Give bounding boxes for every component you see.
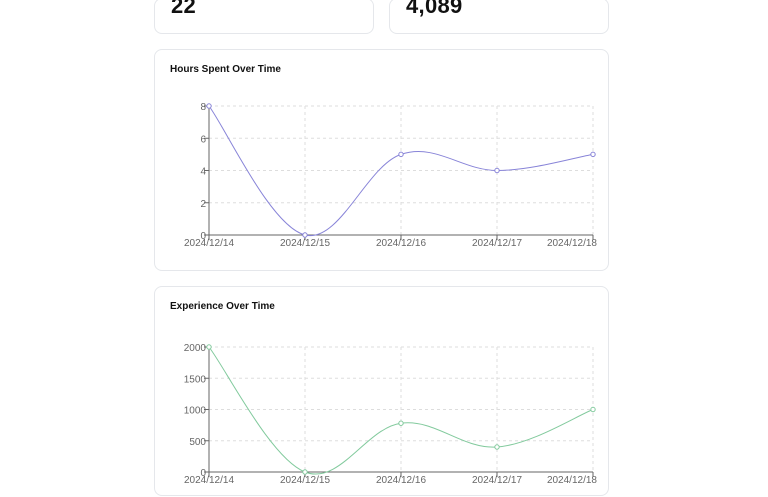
x-tick-label: 2024/12/18 [547,238,597,249]
x-tick-label: 2024/12/18 [547,475,597,486]
y-tick-label: 8 [200,102,206,113]
data-point[interactable] [494,167,500,174]
x-tick-label: 2024/12/15 [280,238,330,249]
chart-title: Hours Spent Over Time [170,64,281,75]
data-point[interactable] [206,344,212,350]
stat-card-right: 4,089 [389,0,609,34]
y-tick-label: 2000 [184,343,207,354]
data-point[interactable] [302,232,308,238]
x-tick-label: 2024/12/15 [280,475,330,486]
y-tick-label: 0 [200,468,206,479]
experience-line-chart: 0 500 1000 1500 2000 2024/12/14 2024/12/15 2024… [184,343,598,486]
hours-chart-card: Hours Spent Over Time 0 2 4 6 8 2024/12/14 202… [154,49,609,271]
data-point[interactable] [494,444,500,450]
y-tick-label: 1500 [184,374,207,385]
data-point[interactable] [398,420,404,426]
stat-value: 4,089 [406,0,463,18]
x-tick-label: 2024/12/16 [376,238,426,249]
y-tick-label: 2 [200,199,206,210]
x-tick-label: 2024/12/17 [472,238,522,249]
data-point[interactable] [590,406,596,413]
y-tick-label: 1000 [184,406,207,417]
x-tick-label: 2024/12/17 [472,475,522,486]
y-tick-label: 500 [189,437,206,448]
x-tick-label: 2024/12/16 [376,475,426,486]
y-tick-label: 6 [200,134,206,145]
x-tick-label: 2024/12/14 [184,238,234,249]
stat-card-left: 22 [154,0,374,34]
series-line [208,105,594,237]
data-point[interactable] [398,151,404,158]
y-tick-label: 4 [200,167,206,178]
series-line [208,346,594,475]
data-point[interactable] [206,103,212,109]
data-point[interactable] [302,469,308,475]
y-tick-label: 0 [200,231,206,242]
hours-line-chart: 0 2 4 6 8 2024/12/14 2024/12/15 2024/12/16 2024/… [184,102,597,249]
chart-title: Experience Over Time [170,301,275,312]
data-point[interactable] [590,151,596,158]
stat-value: 22 [171,0,197,18]
experience-chart-card: Experience Over Time 0 500 1000 1500 2000 202… [154,286,609,496]
x-tick-label: 2024/12/14 [184,475,234,486]
